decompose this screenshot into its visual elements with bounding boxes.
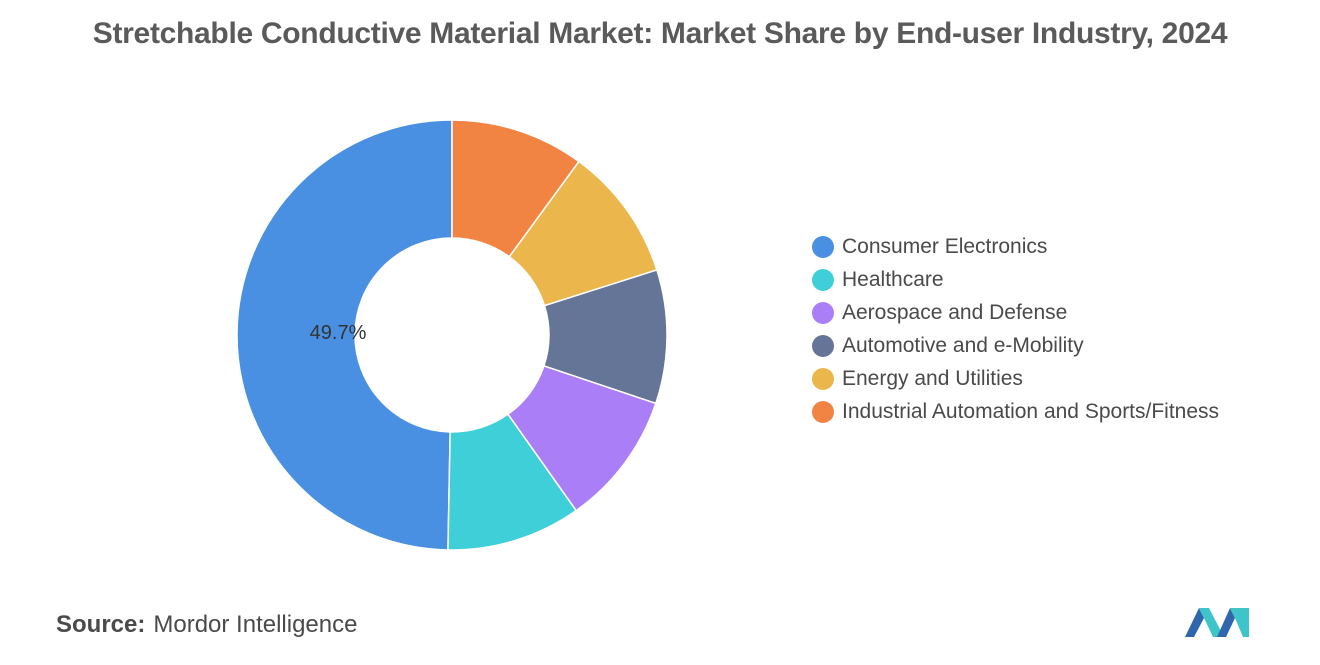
legend-item-consumer-electronics: Consumer Electronics [812, 230, 1219, 263]
legend-swatch [812, 301, 834, 324]
legend-item-industrial-automation-and-sports-fitness: Industrial Automation and Sports/Fitness [812, 395, 1219, 428]
legend-swatch [812, 235, 834, 258]
legend-label: Aerospace and Defense [842, 300, 1068, 324]
source-label: Source: [56, 611, 146, 638]
chart-title: Stretchable Conductive Material Market: … [92, 17, 1228, 50]
chart-legend: Consumer Electronics Healthcare Aerospace … [812, 230, 1219, 428]
legend-item-healthcare: Healthcare [812, 263, 1219, 296]
mordor-intelligence-logo-icon [1185, 608, 1249, 637]
slice-data-label: 49.7% [310, 322, 367, 344]
legend-swatch [812, 334, 834, 357]
legend-label: Industrial Automation and Sports/Fitness [842, 399, 1220, 423]
legend-label: Consumer Electronics [842, 234, 1048, 258]
legend-label: Automotive and e-Mobility [842, 333, 1084, 357]
legend-item-aerospace-and-defense: Aerospace and Defense [812, 296, 1219, 329]
legend-label: Healthcare [842, 267, 944, 291]
legend-label: Energy and Utilities [842, 366, 1023, 390]
legend-swatch [812, 367, 834, 390]
source-line: Source: Mordor Intelligence [56, 611, 357, 639]
source-text: Mordor Intelligence [153, 611, 358, 638]
legend-swatch [812, 268, 834, 291]
slice-consumer-electronics [236, 119, 453, 551]
slice-industrial-automation-and-sports-fitness [451, 119, 580, 258]
legend-item-automotive-and-e-mobility: Automotive and e-Mobility [812, 329, 1219, 362]
legend-swatch [812, 400, 834, 423]
legend-item-energy-and-utilities: Energy and Utilities [812, 362, 1219, 395]
